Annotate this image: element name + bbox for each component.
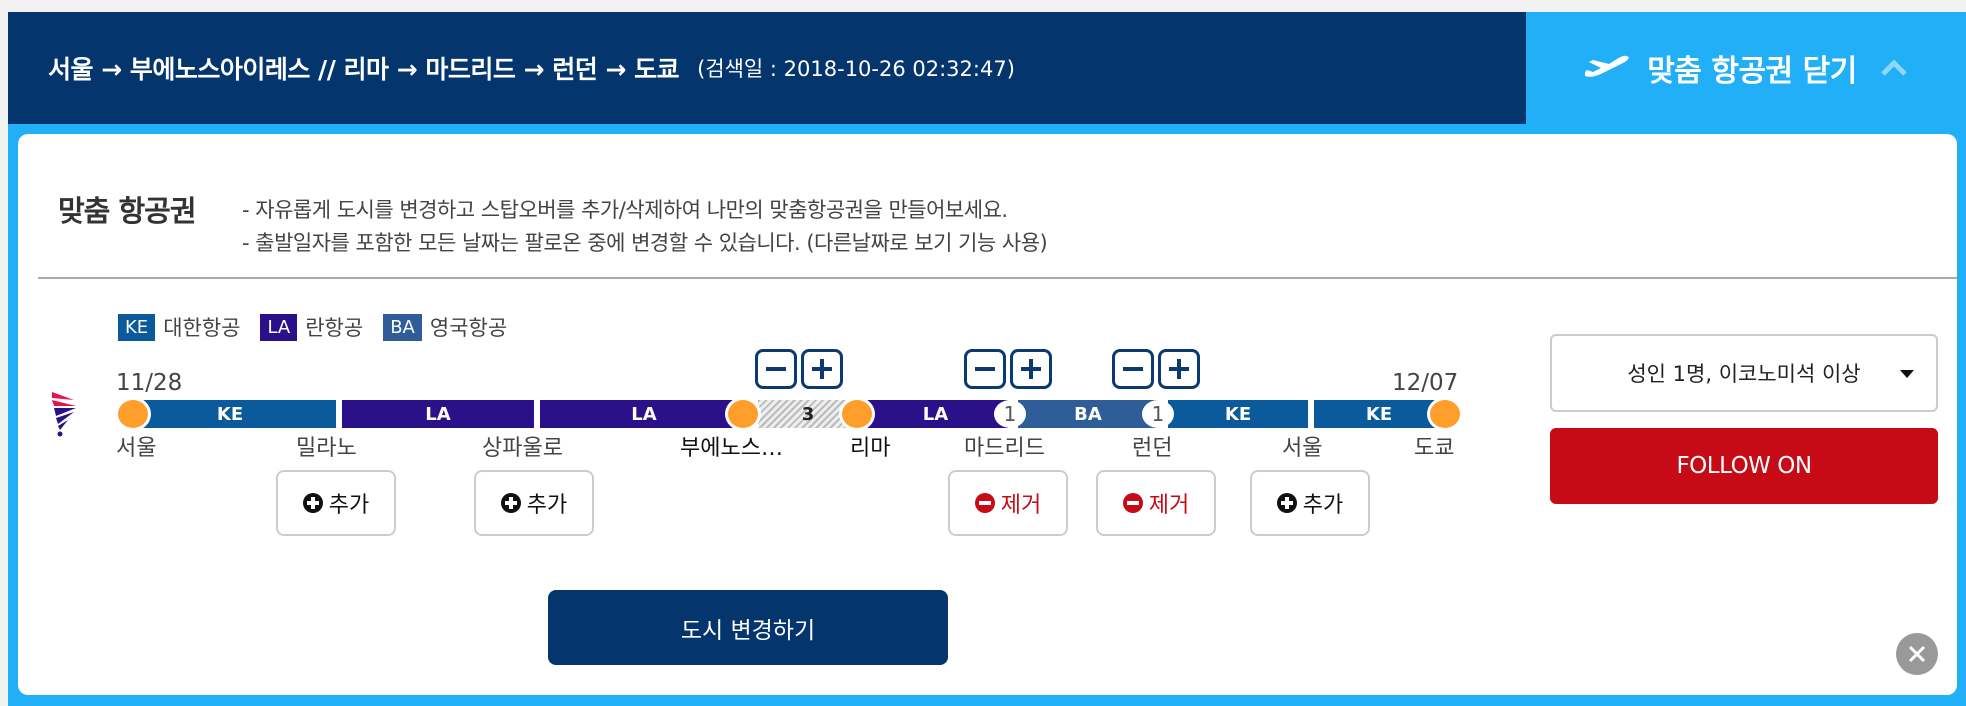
add-stopover-button[interactable]: 추가 <box>474 470 594 536</box>
plus-circle-icon <box>302 493 323 513</box>
close-button[interactable] <box>1896 633 1938 675</box>
city-label: 부에노스… <box>680 436 783 461</box>
stopover-gap: 3 <box>758 400 858 428</box>
passenger-class-value: 성인 1명, 이코노미석 이상 <box>1627 362 1861 386</box>
plus-circle-icon <box>500 493 521 513</box>
segment-ke: KE <box>1314 400 1444 428</box>
nights-stepper <box>1112 349 1200 389</box>
minus-icon <box>1123 367 1143 371</box>
section-title: 맞춤 항공권 <box>58 194 196 228</box>
plus-icon <box>1021 359 1041 379</box>
plus-icon <box>812 359 832 379</box>
city-label: 리마 <box>850 436 891 461</box>
end-date: 12/07 <box>1392 370 1459 396</box>
city-label: 상파울로 <box>482 436 563 461</box>
stop-dot <box>842 400 872 428</box>
close-custom-ticket-toggle[interactable]: 맞춤 항공권 닫기 <box>1526 12 1966 124</box>
destination-dot <box>1430 400 1460 428</box>
segment-la: LA <box>540 400 748 428</box>
chevron-up-icon <box>1881 59 1907 76</box>
passenger-class-select[interactable]: 성인 1명, 이코노미석 이상 <box>1550 334 1938 412</box>
segment-ke: KE <box>124 400 336 428</box>
custom-ticket-panel: 맞춤 항공권 - 자유롭게 도시를 변경하고 스탑오버를 추가/삭제하여 나만의… <box>18 134 1957 695</box>
instructions: - 자유롭게 도시를 변경하고 스탑오버를 추가/삭제하여 나만의 맞춤항공권을… <box>242 194 1048 260</box>
minus-circle-icon <box>974 493 995 513</box>
change-city-button[interactable]: 도시 변경하기 <box>548 590 948 665</box>
button-label: 추가 <box>526 493 568 518</box>
minus-icon <box>975 367 995 371</box>
city-label: 마드리드 <box>964 436 1045 461</box>
start-date: 11/28 <box>116 370 183 396</box>
plus-circle-icon <box>1276 493 1297 513</box>
plus-icon <box>1169 359 1189 379</box>
instruction-line: - 출발일자를 포함한 모든 날짜는 팔로온 중에 변경할 수 있습니다. (다… <box>242 231 1048 255</box>
stopover-nights: 1 <box>1142 400 1174 428</box>
decrease-nights-button[interactable] <box>964 349 1006 389</box>
stopover-nights: 1 <box>994 400 1026 428</box>
instruction-line: - 자유롭게 도시를 변경하고 스탑오버를 추가/삭제하여 나만의 맞춤항공권을… <box>242 198 1008 222</box>
button-label: 추가 <box>1302 493 1344 518</box>
add-stopover-button[interactable]: 추가 <box>1250 470 1370 536</box>
city-label: 밀라노 <box>296 436 357 461</box>
legend-name-la: 란항공 <box>305 316 364 340</box>
segment-ke: KE <box>1168 400 1308 428</box>
nights-stepper <box>964 349 1052 389</box>
close-icon <box>1908 645 1926 663</box>
segment-ba: BA <box>1018 400 1158 428</box>
remove-stopover-button[interactable]: 제거 <box>1096 470 1216 536</box>
button-label: 추가 <box>328 493 370 518</box>
follow-on-button[interactable]: FOLLOW ON <box>1550 428 1938 504</box>
add-stopover-button[interactable]: 추가 <box>276 470 396 536</box>
route-header: 서울 → 부에노스아이레스 // 리마 → 마드리드 → 런던 → 도쿄 (검색… <box>8 12 1526 124</box>
nights-stepper <box>755 349 843 389</box>
caret-down-icon <box>1900 370 1914 378</box>
toggle-label: 맞춤 항공권 닫기 <box>1647 54 1857 89</box>
button-label: 제거 <box>1000 493 1042 518</box>
city-label: 도쿄 <box>1414 436 1455 461</box>
increase-nights-button[interactable] <box>1158 349 1200 389</box>
divider <box>38 277 1957 279</box>
route-title: 서울 → 부에노스아이레스 // 리마 → 마드리드 → 런던 → 도쿄 <box>48 55 680 84</box>
legend-code-ke: KE <box>118 313 156 341</box>
legend-name-ke: 대한항공 <box>163 316 241 340</box>
button-label: 제거 <box>1148 493 1190 518</box>
remove-stopover-button[interactable]: 제거 <box>948 470 1068 536</box>
decrease-nights-button[interactable] <box>1112 349 1154 389</box>
minus-icon <box>766 367 786 371</box>
airline-legend: KE 대한항공 LA 란항공 BA 영국항공 <box>118 312 527 342</box>
minus-circle-icon <box>1122 493 1143 513</box>
legend-code-la: LA <box>260 313 298 341</box>
origin-dot <box>118 400 148 428</box>
increase-nights-button[interactable] <box>1010 349 1052 389</box>
latam-logo-icon <box>52 392 76 437</box>
segment-la: LA <box>863 400 1008 428</box>
city-label: 서울 <box>1282 436 1323 461</box>
stop-dot <box>728 400 758 428</box>
airplane-icon <box>1585 55 1629 77</box>
legend-code-ba: BA <box>383 313 422 341</box>
legend-name-ba: 영국항공 <box>429 316 508 340</box>
segment-la: LA <box>342 400 534 428</box>
city-label: 런던 <box>1132 436 1173 461</box>
city-label: 서울 <box>116 436 157 461</box>
search-date: (검색일 : 2018-10-26 02:32:47) <box>697 57 1015 81</box>
decrease-nights-button[interactable] <box>755 349 797 389</box>
increase-nights-button[interactable] <box>801 349 843 389</box>
